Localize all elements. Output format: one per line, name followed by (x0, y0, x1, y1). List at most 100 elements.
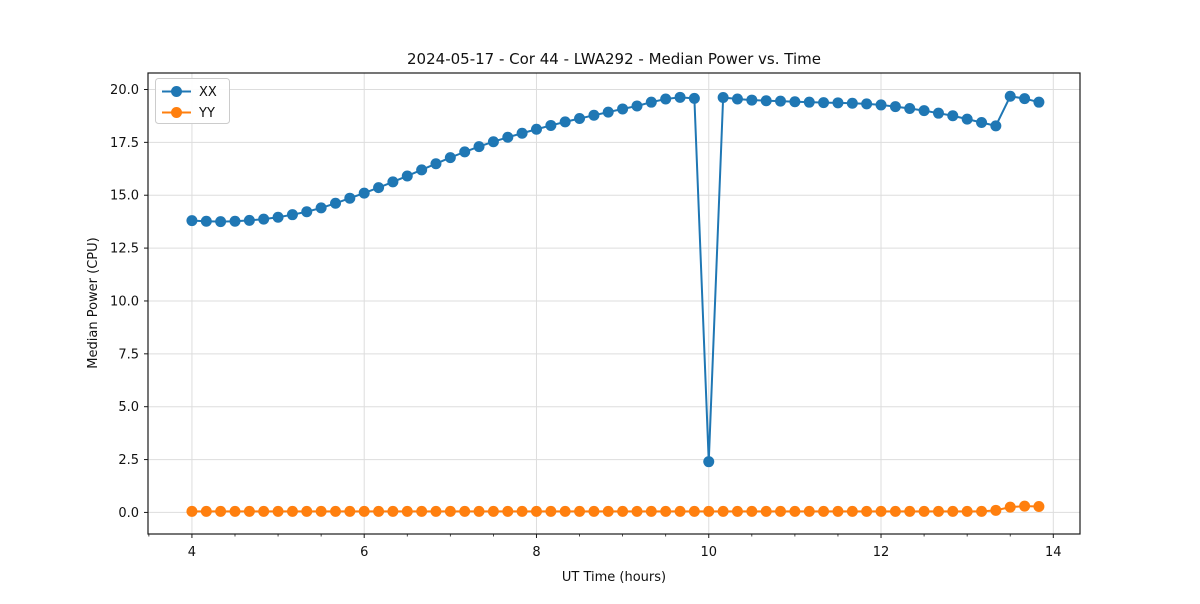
data-point-yy (330, 505, 342, 517)
data-point-xx (330, 197, 342, 209)
data-point-xx (444, 152, 456, 164)
x-tick-label: 6 (360, 545, 368, 560)
data-point-xx (286, 209, 298, 221)
data-point-xx (803, 96, 815, 108)
data-point-xx (660, 93, 672, 105)
data-point-yy (301, 505, 313, 517)
data-point-xx (846, 97, 858, 109)
data-point-yy (803, 505, 815, 517)
data-point-xx (530, 123, 542, 135)
data-point-xx (947, 110, 959, 122)
legend-label-yy: YY (198, 106, 215, 121)
x-tick-label: 10 (700, 545, 717, 560)
data-point-yy (416, 505, 428, 517)
data-point-yy (1019, 500, 1031, 512)
legend-marker-xx (171, 86, 182, 97)
data-point-xx (875, 99, 887, 111)
data-point-xx (430, 158, 442, 170)
legend-label-xx: XX (199, 85, 217, 100)
data-point-yy (602, 505, 614, 517)
data-point-yy (947, 505, 959, 517)
legend: XX YY (155, 78, 230, 124)
x-tick-label: 12 (873, 545, 890, 560)
series-layer (186, 90, 1045, 517)
data-point-xx (760, 95, 772, 107)
data-point-xx (243, 214, 255, 226)
data-point-yy (645, 505, 657, 517)
data-point-yy (487, 505, 499, 517)
data-point-xx (358, 187, 370, 199)
legend-box (155, 78, 230, 124)
data-point-yy (918, 505, 930, 517)
data-point-xx (746, 94, 758, 106)
data-point-xx (545, 119, 557, 131)
legend-item-xx: XX (162, 85, 217, 100)
data-point-yy (990, 504, 1002, 516)
data-point-xx (961, 113, 973, 125)
y-tick-label: 12.5 (110, 242, 139, 257)
data-point-yy (401, 505, 413, 517)
data-point-xx (574, 112, 586, 124)
data-point-yy (588, 505, 600, 517)
data-point-yy (717, 505, 729, 517)
data-point-yy (387, 505, 399, 517)
data-point-xx (559, 116, 571, 128)
data-point-xx (301, 206, 313, 218)
data-point-yy (215, 505, 227, 517)
data-point-yy (861, 505, 873, 517)
data-point-xx (789, 96, 801, 108)
x-tick-label: 4 (188, 545, 196, 560)
data-point-yy (904, 505, 916, 517)
y-tick-label: 7.5 (118, 347, 139, 362)
data-point-yy (473, 505, 485, 517)
data-point-yy (559, 505, 571, 517)
data-point-xx (186, 215, 198, 227)
data-point-yy (617, 505, 629, 517)
data-point-yy (976, 505, 988, 517)
x-tick-label: 14 (1045, 545, 1062, 560)
data-point-xx (688, 92, 700, 104)
data-point-xx (617, 103, 629, 115)
y-tick-label: 10.0 (110, 294, 139, 309)
chart-title: 2024-05-17 - Cor 44 - LWA292 - Median Po… (407, 50, 821, 68)
data-point-yy (1033, 501, 1045, 513)
data-point-yy (545, 505, 557, 517)
data-point-xx (487, 136, 499, 148)
data-point-yy (889, 505, 901, 517)
data-point-xx (258, 213, 270, 225)
data-point-yy (358, 505, 370, 517)
data-point-yy (430, 505, 442, 517)
data-point-yy (1004, 501, 1016, 513)
data-point-yy (703, 505, 715, 517)
data-point-xx (904, 103, 916, 115)
data-point-xx (645, 96, 657, 108)
y-tick-label: 0.0 (118, 506, 139, 521)
y-tick-label: 20.0 (110, 83, 139, 98)
data-point-yy (789, 505, 801, 517)
data-point-yy (502, 505, 514, 517)
x-axis-label: UT Time (hours) (562, 570, 666, 585)
data-point-yy (760, 505, 772, 517)
data-point-xx (1019, 93, 1031, 105)
data-point-yy (875, 505, 887, 517)
data-point-yy (444, 505, 456, 517)
y-tick-label: 2.5 (118, 453, 139, 468)
data-point-xx (401, 170, 413, 182)
legend-item-yy: YY (162, 106, 215, 121)
data-point-xx (976, 116, 988, 128)
data-point-xx (990, 120, 1002, 132)
data-point-xx (775, 95, 787, 107)
data-point-yy (286, 505, 298, 517)
data-point-xx (200, 215, 212, 227)
data-point-yy (258, 505, 270, 517)
data-point-yy (846, 505, 858, 517)
data-point-yy (961, 505, 973, 517)
data-point-xx (631, 100, 643, 112)
data-point-xx (818, 97, 830, 109)
data-point-xx (502, 131, 514, 143)
data-point-xx (861, 98, 873, 110)
data-point-yy (530, 505, 542, 517)
data-point-yy (574, 505, 586, 517)
